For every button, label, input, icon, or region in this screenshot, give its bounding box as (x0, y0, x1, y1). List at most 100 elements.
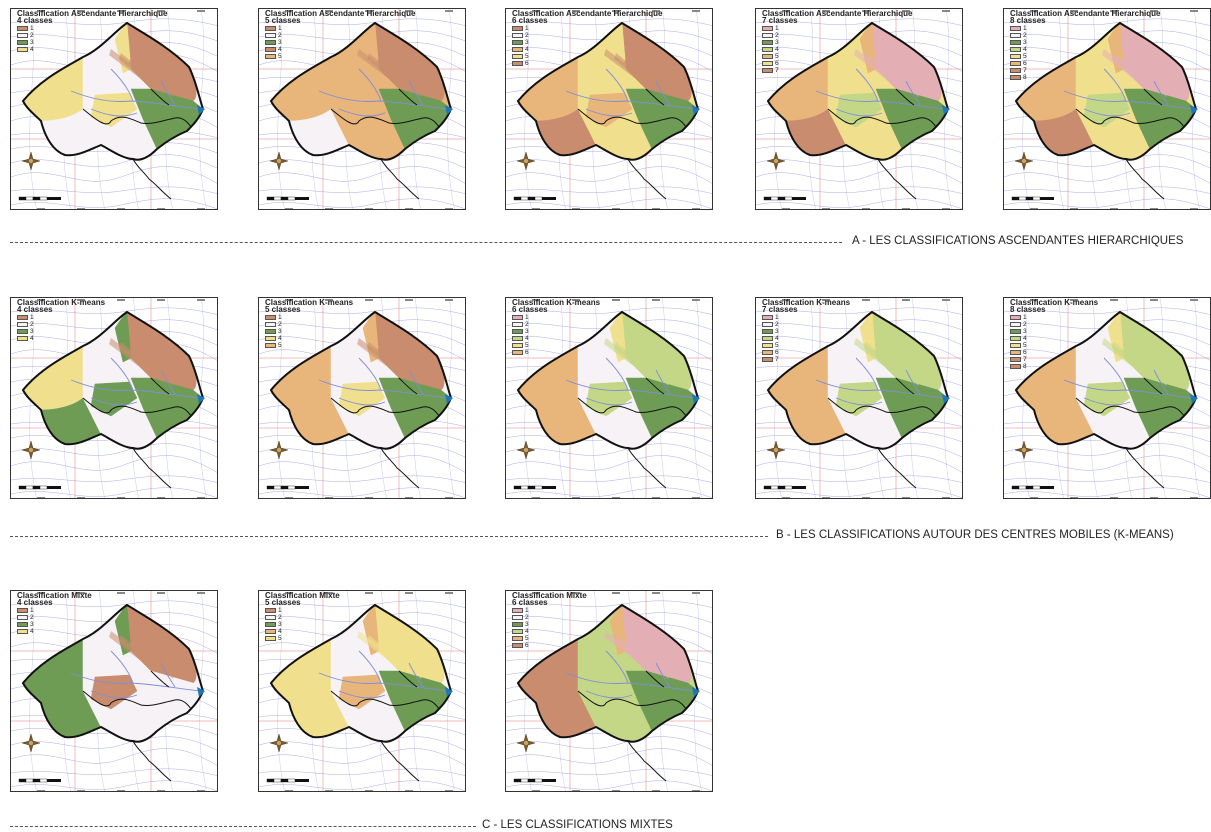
legend-item: 3 (265, 621, 282, 628)
map-title: Classification K-means 7 classes (762, 299, 850, 314)
legend-item: 1 (17, 314, 34, 321)
legend-swatch (1010, 322, 1021, 327)
legend-item: 3 (265, 39, 282, 46)
legend-item: 3 (17, 328, 34, 335)
legend-swatch (17, 622, 28, 627)
map-title-text: Classification Ascendante Hierarchique (1010, 9, 1161, 18)
legend-swatch (265, 636, 276, 641)
section-caption: B - LES CLASSIFICATIONS AUTOUR DES CENTR… (776, 529, 1174, 541)
compass-rose-icon (1014, 151, 1034, 171)
legend-label: 5 (278, 53, 282, 60)
scale-bar (513, 196, 556, 201)
map-subtitle: 8 classes (1010, 16, 1046, 25)
legend-swatch (17, 47, 28, 52)
scale-bar (266, 196, 309, 201)
legend-label: 6 (525, 349, 529, 356)
legend-swatch (512, 322, 523, 327)
legend-swatch (265, 40, 276, 45)
map-graphic (11, 9, 217, 209)
map-panel: Classification Ascendante Hierarchique 5 … (258, 8, 466, 210)
legend-item: 3 (762, 328, 779, 335)
scale-bar (513, 778, 556, 783)
map-subtitle: 4 classes (17, 305, 53, 314)
legend-item: 3 (512, 328, 529, 335)
legend-swatch (17, 608, 28, 613)
map-title-text: Classification Ascendante Hierarchique (762, 9, 913, 18)
legend-item: 4 (512, 628, 529, 635)
legend-label: 1 (278, 314, 282, 321)
legend-swatch (512, 615, 523, 620)
map-panel: Classification K-means 5 classes 1 2 3 4 5 (258, 297, 466, 499)
map-title-text: Classification Mixte (265, 591, 340, 600)
legend-swatch (17, 336, 28, 341)
legend-swatch (265, 608, 276, 613)
legend-item: 3 (1010, 39, 1027, 46)
legend-swatch (512, 329, 523, 334)
map-graphic (756, 298, 962, 498)
legend-label: 2 (525, 321, 529, 328)
legend-swatch (512, 643, 523, 648)
legend-swatch (265, 622, 276, 627)
legend-swatch (1010, 40, 1021, 45)
map-panel: Classification K-means 7 classes 1 2 3 4 5 6 7 (755, 297, 963, 499)
legend-item: 1 (512, 607, 529, 614)
legend-label: 5 (525, 53, 529, 60)
legend-swatch (1010, 343, 1021, 348)
map-title: Classification K-means 8 classes (1010, 299, 1098, 314)
legend-item: 4 (762, 46, 779, 53)
section-separator (10, 242, 842, 243)
legend-item: 2 (1010, 32, 1027, 39)
legend-item: 3 (17, 621, 34, 628)
legend-item: 2 (17, 32, 34, 39)
legend-item: 7 (1010, 67, 1027, 74)
map-panel: Classification Mixte 4 classes 1 2 3 4 (10, 590, 218, 792)
legend-swatch (1010, 329, 1021, 334)
legend-item: 5 (1010, 53, 1027, 60)
legend-item: 6 (1010, 60, 1027, 67)
legend-label: 5 (278, 635, 282, 642)
legend-swatch (265, 329, 276, 334)
legend-swatch (17, 322, 28, 327)
legend-item: 1 (512, 25, 529, 32)
map-title: Classification Mixte 6 classes (512, 592, 587, 607)
map-graphic (259, 591, 465, 791)
legend-item: 2 (17, 614, 34, 621)
legend-label: 5 (278, 342, 282, 349)
legend-item: 7 (762, 356, 779, 363)
legend-item: 1 (1010, 25, 1027, 32)
scale-bar (18, 196, 61, 201)
legend-item: 5 (265, 53, 282, 60)
legend-label: 3 (775, 39, 779, 46)
legend-item: 8 (1010, 363, 1027, 370)
legend-label: 2 (278, 32, 282, 39)
legend-swatch (265, 315, 276, 320)
legend-swatch (762, 343, 773, 348)
map-subtitle: 4 classes (17, 598, 53, 607)
scale-bar (266, 485, 309, 490)
legend-label: 1 (525, 25, 529, 32)
legend-item: 2 (265, 321, 282, 328)
legend-swatch (512, 40, 523, 45)
map-graphic (506, 591, 712, 791)
legend-item: 5 (762, 342, 779, 349)
legend-label: 2 (30, 321, 34, 328)
legend-label: 3 (525, 328, 529, 335)
legend-label: 6 (525, 642, 529, 649)
legend-label: 1 (525, 314, 529, 321)
legend-label: 2 (278, 614, 282, 621)
map-title: Classification Ascendante Hierarchique 5 … (265, 10, 415, 25)
legend-item: 8 (1010, 74, 1027, 81)
legend-label: 3 (1023, 39, 1027, 46)
map-title-text: Classification Ascendante Hierarchique (17, 9, 168, 18)
legend-item: 4 (1010, 335, 1027, 342)
legend-swatch (17, 329, 28, 334)
compass-rose-icon (269, 440, 289, 460)
legend-label: 3 (278, 39, 282, 46)
compass-rose-icon (516, 440, 536, 460)
